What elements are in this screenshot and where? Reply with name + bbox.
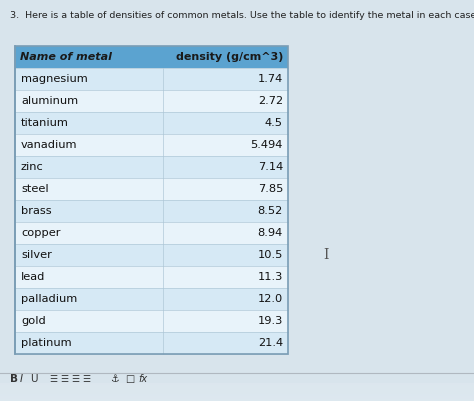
Text: 11.3: 11.3 (258, 272, 283, 282)
Text: titanium: titanium (21, 118, 69, 128)
FancyBboxPatch shape (15, 134, 288, 156)
Text: silver: silver (21, 250, 52, 260)
Text: I: I (323, 248, 328, 262)
Text: zinc: zinc (21, 162, 44, 172)
Text: fx: fx (138, 374, 147, 384)
Text: aluminum: aluminum (21, 96, 78, 106)
Text: □: □ (125, 374, 134, 384)
Text: 19.3: 19.3 (258, 316, 283, 326)
FancyBboxPatch shape (15, 222, 288, 244)
FancyBboxPatch shape (15, 178, 288, 200)
FancyBboxPatch shape (15, 156, 288, 178)
Text: 1.74: 1.74 (258, 74, 283, 84)
Text: ☰ ☰ ☰ ☰: ☰ ☰ ☰ ☰ (50, 375, 91, 383)
FancyBboxPatch shape (15, 90, 288, 112)
FancyBboxPatch shape (15, 332, 288, 354)
Text: 3.  Here is a table of densities of common metals. Use the table to identify the: 3. Here is a table of densities of commo… (10, 11, 474, 20)
Text: 10.5: 10.5 (258, 250, 283, 260)
FancyBboxPatch shape (15, 200, 288, 222)
Text: 21.4: 21.4 (258, 338, 283, 348)
FancyBboxPatch shape (0, 0, 474, 383)
Text: 8.94: 8.94 (258, 228, 283, 238)
Text: platinum: platinum (21, 338, 72, 348)
FancyBboxPatch shape (15, 46, 288, 68)
Text: magnesium: magnesium (21, 74, 88, 84)
FancyBboxPatch shape (15, 266, 288, 288)
FancyBboxPatch shape (15, 244, 288, 266)
Text: 2.72: 2.72 (258, 96, 283, 106)
FancyBboxPatch shape (15, 68, 288, 90)
Text: steel: steel (21, 184, 49, 194)
Text: I: I (20, 374, 23, 384)
Text: brass: brass (21, 206, 52, 216)
Text: B: B (10, 374, 18, 384)
Text: 12.0: 12.0 (258, 294, 283, 304)
Text: copper: copper (21, 228, 61, 238)
Text: density (g/cm^3): density (g/cm^3) (176, 52, 283, 62)
Text: U: U (30, 374, 37, 384)
Text: gold: gold (21, 316, 46, 326)
Text: vanadium: vanadium (21, 140, 78, 150)
Text: 7.85: 7.85 (258, 184, 283, 194)
Text: 7.14: 7.14 (258, 162, 283, 172)
Text: lead: lead (21, 272, 46, 282)
Text: Name of metal: Name of metal (20, 52, 112, 62)
FancyBboxPatch shape (15, 310, 288, 332)
FancyBboxPatch shape (15, 112, 288, 134)
Text: 5.494: 5.494 (251, 140, 283, 150)
Text: 8.52: 8.52 (258, 206, 283, 216)
Text: 4.5: 4.5 (265, 118, 283, 128)
Text: palladium: palladium (21, 294, 77, 304)
FancyBboxPatch shape (15, 288, 288, 310)
Text: ⚓: ⚓ (110, 374, 119, 384)
